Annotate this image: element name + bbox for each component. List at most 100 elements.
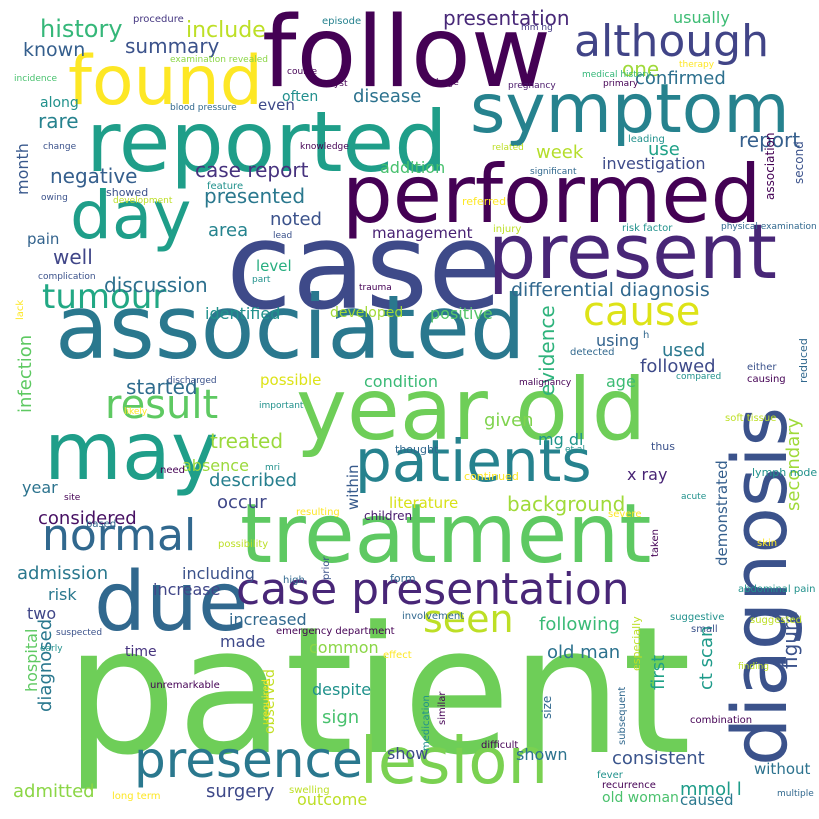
word-found: found <box>68 42 263 121</box>
word-usually: usually <box>673 8 730 27</box>
word-made: made <box>220 632 266 651</box>
word-discharged: discharged <box>167 376 217 386</box>
word-old-woman: old woman <box>602 790 679 806</box>
word-patient: patient <box>65 589 692 794</box>
word-hospital: hospital <box>22 628 41 692</box>
word-reduced: reduced <box>797 338 810 383</box>
word-treatment: treatment <box>240 487 652 582</box>
word-mg-dl: mg dl <box>538 430 584 449</box>
word-detected: detected <box>570 347 615 358</box>
word-caused: caused <box>680 791 734 809</box>
word-use: use <box>648 139 680 160</box>
word-present: present <box>488 207 777 296</box>
word-follow: follow <box>262 0 552 110</box>
word-knowledge: knowledge <box>300 142 349 152</box>
word-case: case <box>226 198 502 337</box>
word-mri: mri <box>265 463 280 473</box>
word-occur: occur <box>217 492 267 513</box>
word-treated: treated <box>210 429 284 453</box>
word-incidence: incidence <box>14 74 58 84</box>
word-used: used <box>662 340 706 361</box>
word-possibility: possibility <box>218 539 269 550</box>
word-surgery: surgery <box>206 781 275 802</box>
word-children: children <box>364 509 413 523</box>
word-mm-hg: mm hg <box>521 23 553 33</box>
word-primary: primary <box>603 79 639 89</box>
word-suggestive: suggestive <box>670 612 725 623</box>
word-high: high <box>283 575 305 586</box>
word-subsequent: subsequent <box>617 686 628 745</box>
word-shown: shown <box>516 745 568 764</box>
word-although: although <box>574 16 769 67</box>
word-considered: considered <box>38 508 137 529</box>
word-lack: lack <box>15 299 26 320</box>
word-feature: feature <box>207 181 244 192</box>
word-within: within <box>344 464 362 511</box>
word-mmol-l: mmol l <box>680 779 742 800</box>
word-size: size <box>540 695 554 719</box>
word-secondary: secondary <box>783 417 804 511</box>
word-difficult: difficult <box>481 740 519 751</box>
word-identified: identified <box>205 304 281 323</box>
word-showed: showed <box>106 186 149 199</box>
word-infection: infection <box>15 334 36 413</box>
word-disease: disease <box>353 86 422 107</box>
word-two: two <box>27 604 57 623</box>
word-reported: reported <box>86 93 448 191</box>
word-presence: presence <box>134 731 363 789</box>
word-development: development <box>113 196 173 206</box>
word-second: second <box>792 141 806 184</box>
word-year-old: year old <box>296 360 647 460</box>
word-malignancy: malignancy <box>519 378 572 388</box>
word-et-al: et al <box>565 445 585 455</box>
word-year: year <box>22 478 58 497</box>
word-level: level <box>256 257 292 275</box>
word-early: early <box>40 644 63 654</box>
word-symptom: symptom <box>470 70 790 149</box>
word-finding: finding <box>738 662 770 672</box>
word-discussion: discussion <box>104 273 208 297</box>
word-owing: owing <box>41 193 68 203</box>
word-area: area <box>208 220 249 241</box>
word-using: using <box>596 331 640 350</box>
word-following: following <box>539 614 620 635</box>
word-related: related <box>492 143 524 153</box>
word-show: show <box>387 744 429 763</box>
word-well: well <box>53 245 93 269</box>
word-associated: associated <box>55 276 526 379</box>
word-procedure: procedure <box>133 14 184 25</box>
word-negative: negative <box>50 164 138 188</box>
word-thought: thought <box>395 443 439 456</box>
word-ct-scan: ct scan <box>696 625 717 690</box>
word-trauma: trauma <box>359 283 392 293</box>
word-association: association <box>763 132 777 200</box>
word-sign: sign <box>322 707 360 728</box>
word-required: required <box>261 679 272 721</box>
word-significant: significant <box>530 167 577 177</box>
word-without: without <box>754 760 811 778</box>
word-complication: complication <box>38 272 96 282</box>
word-lymph-node: lymph node <box>752 466 818 479</box>
word-time: time <box>125 644 157 660</box>
word-medical-history: medical history <box>582 70 652 80</box>
word-absence: absence <box>182 456 249 475</box>
word-examination-revealed: examination revealed <box>170 55 268 65</box>
word-lead: lead <box>273 231 293 241</box>
word-similar: similar <box>437 691 448 725</box>
word-outcome: outcome <box>297 790 368 809</box>
word-h: h <box>643 330 650 341</box>
word-lesion: lesion <box>360 725 548 799</box>
word-confirmed: confirmed <box>635 68 726 89</box>
word-possible: possible <box>260 371 322 389</box>
word-skin: skin <box>757 538 778 549</box>
word-need: need <box>160 465 185 476</box>
word-small: small <box>691 624 718 635</box>
word-pregnancy: pregnancy <box>508 81 556 91</box>
word-cause: cause <box>583 289 701 335</box>
word-leading: leading <box>628 134 665 145</box>
word-followed: followed <box>640 356 716 377</box>
word-continued: continued <box>464 470 519 483</box>
word-week: week <box>536 142 584 163</box>
word-often: often <box>282 89 319 105</box>
word-especially: especially <box>630 616 643 671</box>
